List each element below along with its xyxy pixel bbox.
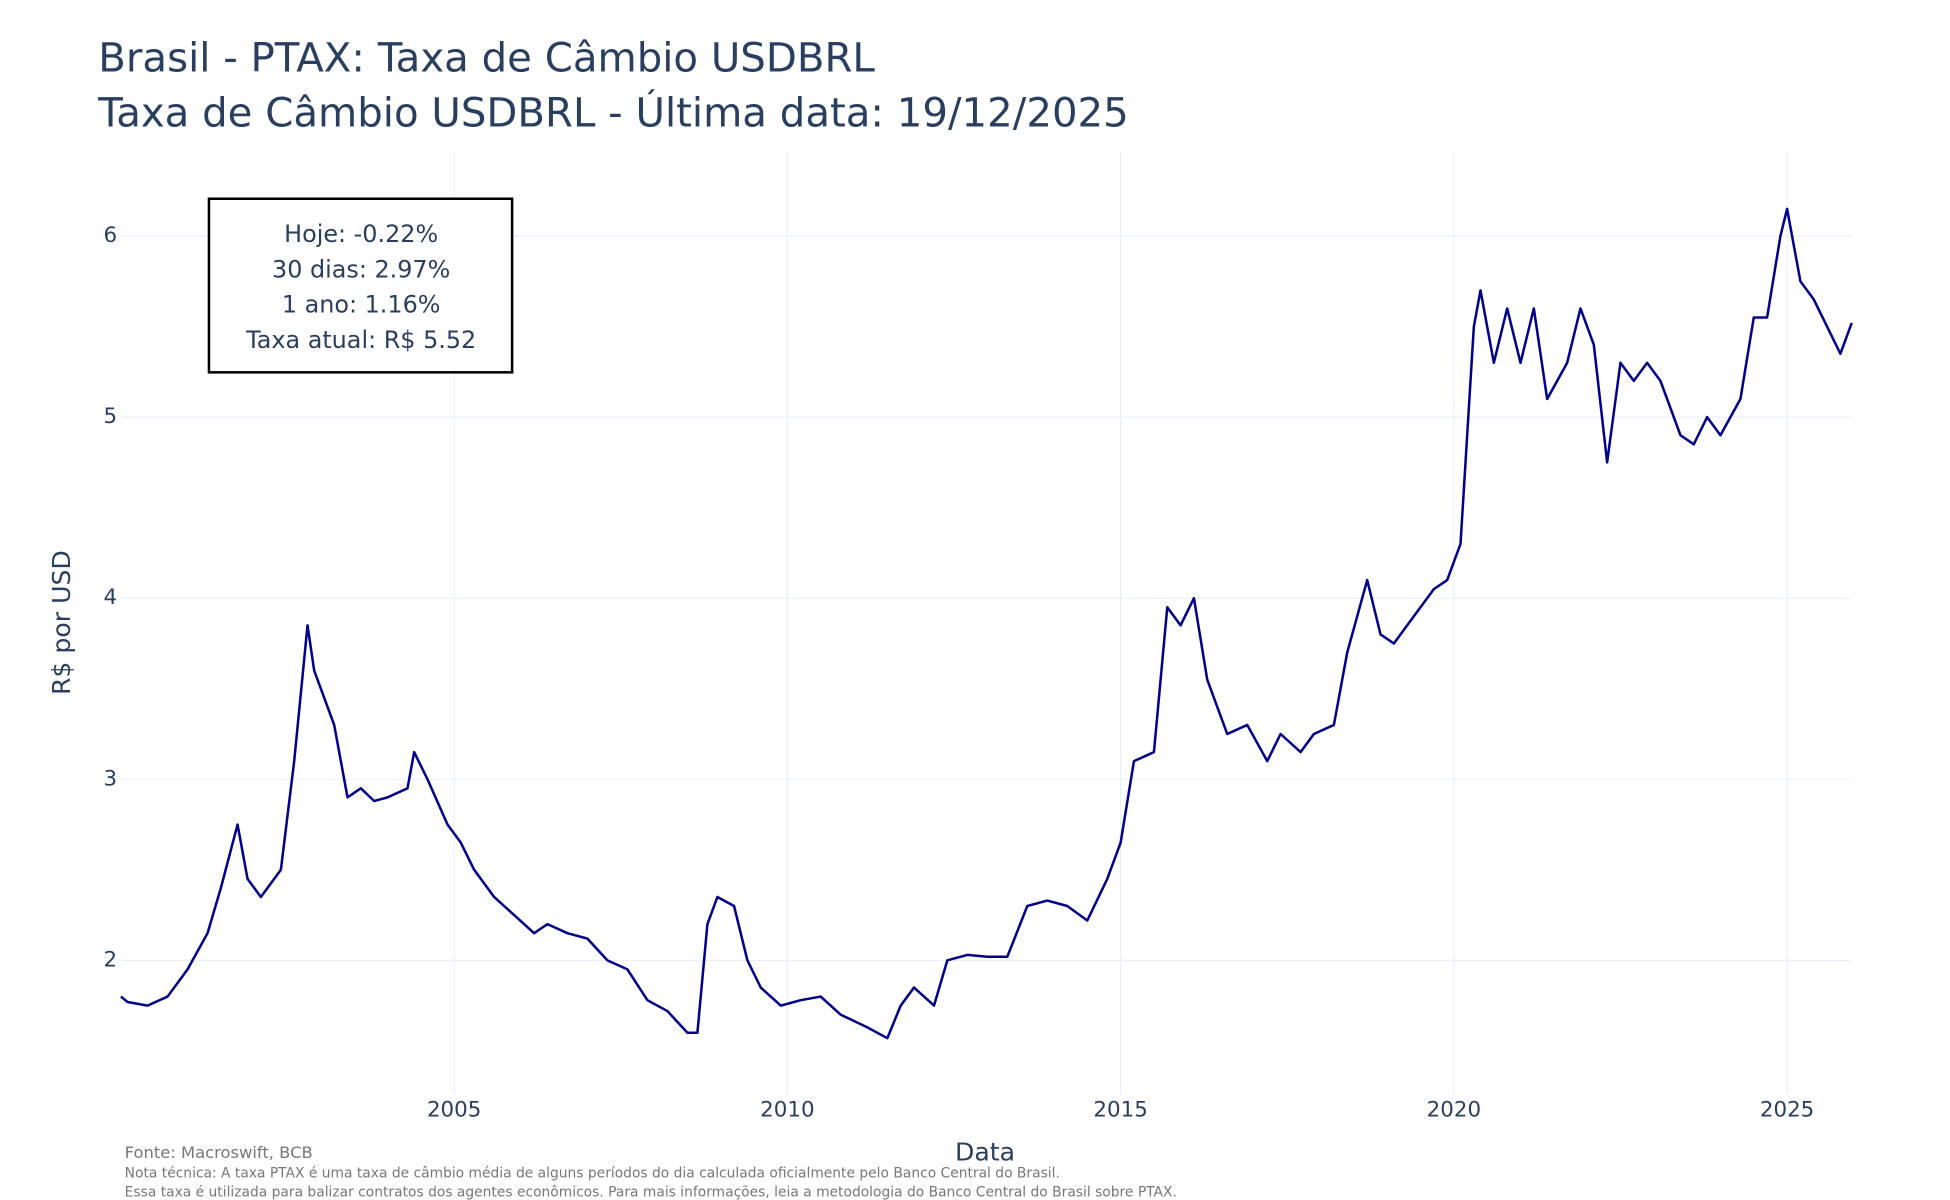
x-tick-label: 2020	[1427, 1098, 1481, 1123]
chart-title: Brasil - PTAX: Taxa de Câmbio USDBRL	[98, 35, 875, 81]
annotation-box	[207, 197, 514, 374]
y-tick-label: 5	[104, 404, 118, 429]
annotation-text: Taxa atual: R$ 5.52	[245, 326, 476, 354]
chart-subtitle: Taxa de Câmbio USDBRL - Última data: 19/…	[97, 89, 1129, 137]
y-tick-label: 6	[104, 223, 118, 248]
x-tick-label: 2025	[1760, 1098, 1814, 1123]
y-tick-label: 2	[104, 947, 118, 972]
y-tick-label: 3	[104, 766, 118, 791]
note: Essa taxa é utilizada para balizar contr…	[125, 1184, 1177, 1200]
x-tick-label: 2015	[1093, 1098, 1147, 1123]
y-axis-title: R$ por USD	[47, 550, 76, 695]
series-line	[120, 207, 1853, 1040]
source: Fonte: Macroswift, BCB	[125, 1143, 313, 1162]
note: Nota técnica: A taxa PTAX é uma taxa de …	[125, 1166, 1060, 1182]
annotation: Hoje: -0.22% 30 dias: 2.97% 1 ano: 1.16% Ta…	[245, 220, 476, 354]
annotation-text: 30 dias: 2.97%	[272, 255, 450, 283]
annotation-text: 1 ano: 1.16%	[282, 291, 441, 319]
x-axis-title: Data	[955, 1137, 1015, 1166]
x-tick-label: 2010	[760, 1098, 814, 1123]
annotation-text: Hoje: -0.22%	[284, 220, 438, 248]
plot	[120, 207, 1853, 1040]
y-tick-label: 4	[104, 585, 118, 610]
x-tick-label: 2005	[427, 1098, 481, 1123]
